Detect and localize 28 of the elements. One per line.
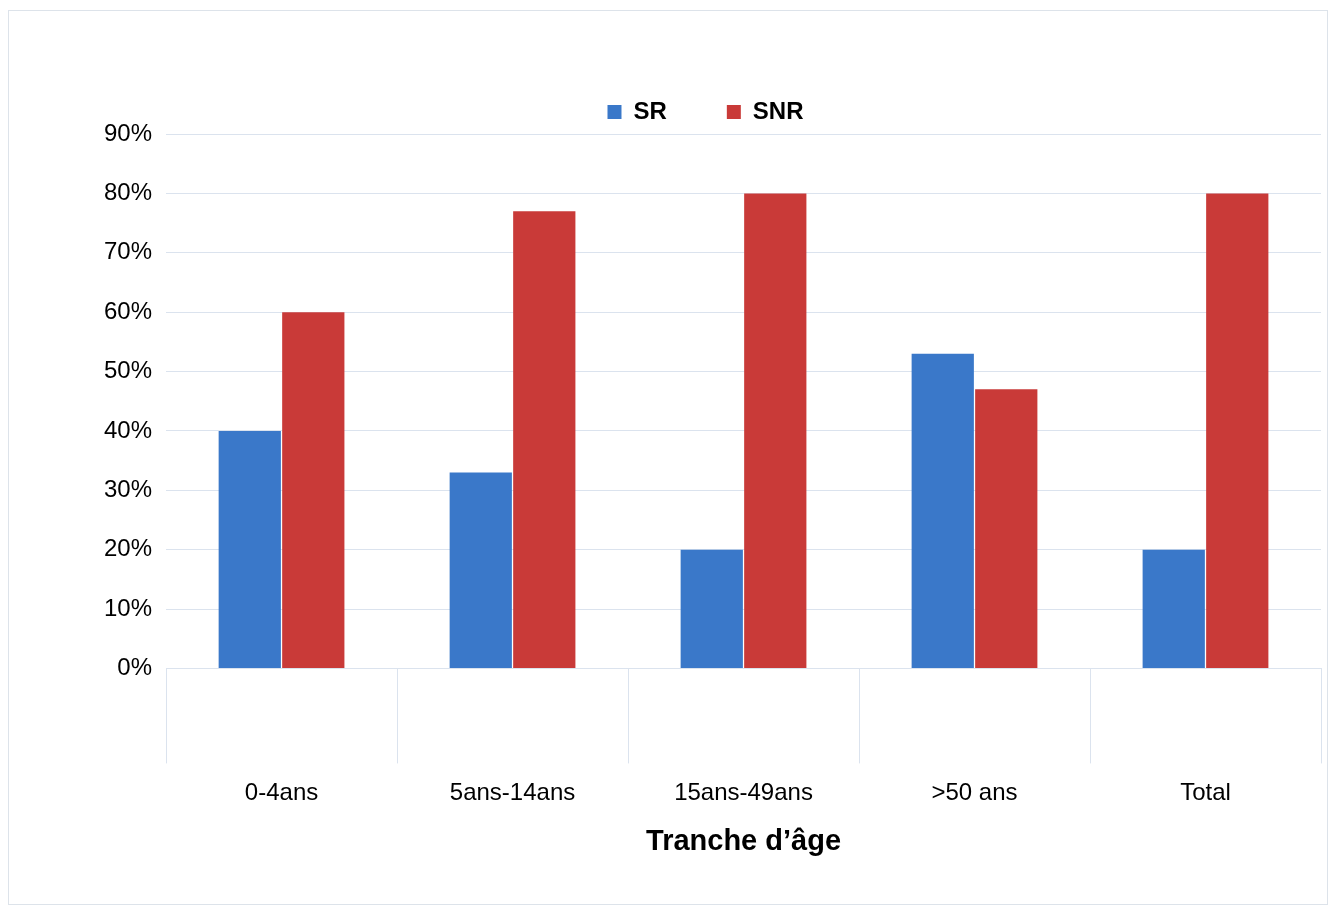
y-tick-label: 20% (103, 534, 153, 562)
bar (282, 312, 345, 668)
legend-label: SR (633, 96, 667, 124)
bar (513, 211, 576, 668)
y-tick-label: 70% (103, 237, 153, 265)
bar (975, 389, 1038, 668)
bar (680, 549, 743, 668)
y-tick-label: 10% (103, 593, 153, 621)
x-tick-label: Total (1180, 778, 1231, 806)
x-axis-title: Tranche d’âge (646, 823, 842, 856)
y-tick-label: 50% (103, 356, 153, 384)
x-tick-label: 15ans-49ans (674, 778, 813, 806)
bar (1206, 193, 1269, 668)
y-tick-label: 30% (103, 474, 153, 502)
x-tick-label: 5ans-14ans (449, 778, 576, 806)
y-tick-label: 0% (117, 653, 153, 681)
x-tick-label: 0-4ans (244, 778, 319, 806)
bar (449, 472, 512, 668)
bar (911, 353, 974, 668)
bar (218, 430, 281, 668)
bar (1142, 549, 1205, 668)
y-tick-label: 40% (103, 415, 153, 443)
bar (744, 193, 807, 668)
legend-label: SNR (752, 96, 804, 124)
y-tick-label: 90% (103, 118, 153, 146)
y-tick-label: 60% (103, 296, 153, 324)
x-tick-label: >50 ans (931, 778, 1018, 806)
y-tick-label: 80% (103, 178, 153, 205)
